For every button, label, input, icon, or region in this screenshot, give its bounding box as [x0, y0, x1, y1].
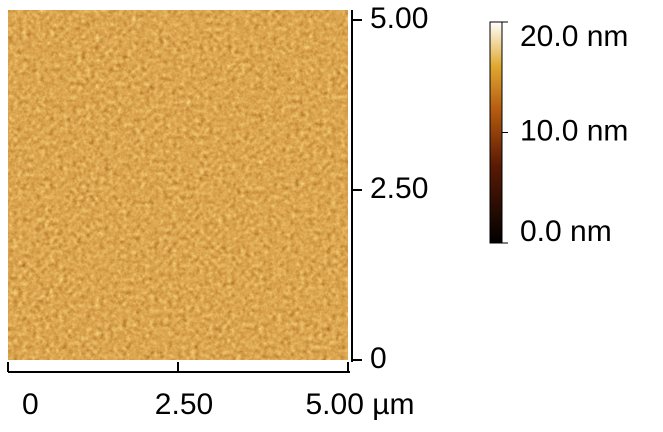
- colorbar-label: 10.0 nm: [520, 114, 628, 147]
- y-tick-label: 5.00: [370, 2, 428, 35]
- x-tick-label: 5.00 µm: [306, 388, 415, 421]
- afm-image: [8, 10, 348, 360]
- y-tick-label: 0: [370, 342, 387, 375]
- y-tick-label: 2.50: [370, 172, 428, 205]
- x-tick-label: 0: [22, 388, 39, 421]
- colorbar-label: 20.0 nm: [520, 20, 628, 53]
- colorbar-label: 0.0 nm: [520, 215, 612, 248]
- x-tick-label: 2.50: [155, 388, 213, 421]
- colorbar: [489, 21, 503, 244]
